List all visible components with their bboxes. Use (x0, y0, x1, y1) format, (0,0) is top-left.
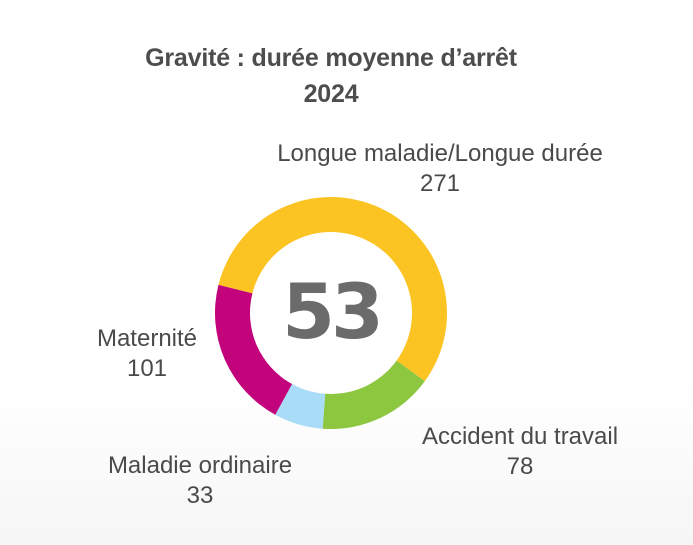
label-name: Maladie ordinaire (107, 452, 293, 479)
segment-accident-travail (322, 360, 425, 429)
label-maladie-ordinaire: Maladie ordinaire 33 (86, 451, 314, 511)
label-name: Maternité (96, 325, 198, 352)
label-name: Longue maladie/Longue durée (277, 140, 603, 167)
label-maternite: Maternité 101 (60, 324, 234, 384)
label-value: 101 (126, 355, 168, 382)
chart-subtitle-year: 2024 (303, 80, 359, 108)
label-accident-travail: Accident du travail 78 (392, 422, 648, 482)
center-value: 53 (282, 267, 384, 356)
segment-maternite (214, 284, 293, 415)
label-value: 78 (506, 453, 534, 480)
label-longue-maladie: Longue maladie/Longue durée 271 (258, 139, 622, 199)
label-value: 33 (186, 482, 214, 509)
label-name: Accident du travail (421, 423, 619, 450)
segment-maladie-ordinaire (275, 384, 326, 429)
segment-longue-maladie (218, 197, 447, 382)
label-value: 271 (419, 170, 461, 197)
chart-title: Gravité : durée moyenne d’arrêt (145, 44, 517, 72)
